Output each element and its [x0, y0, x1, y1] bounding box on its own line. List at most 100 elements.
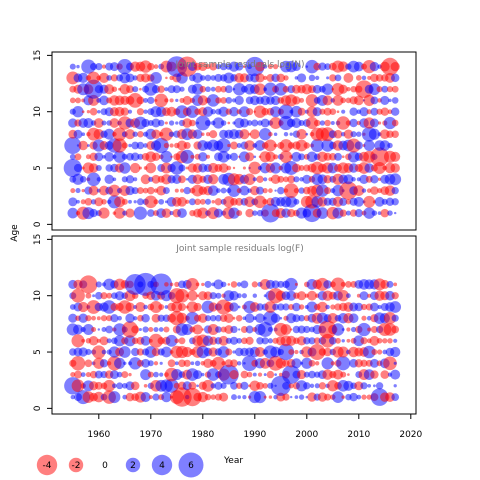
residual-bubble: [147, 371, 154, 378]
residual-bubble: [316, 207, 329, 219]
residual-bubble: [263, 75, 268, 81]
residual-bubble: [318, 382, 327, 390]
residual-bubble: [328, 336, 337, 345]
residual-bubble: [380, 208, 390, 218]
residual-bubble: [287, 208, 296, 218]
x-tick-label: 2010: [347, 430, 370, 440]
residual-bubble: [85, 348, 92, 356]
residual-bubble: [229, 369, 239, 380]
residual-bubble: [370, 370, 379, 379]
y-tick-label: 15: [33, 50, 43, 61]
residual-bubble: [389, 173, 402, 186]
residual-bubble: [377, 304, 382, 310]
residual-bubble: [287, 175, 296, 184]
residual-bubble: [282, 393, 290, 401]
residual-bubble: [370, 186, 379, 195]
residual-bubble: [101, 199, 107, 205]
residual-bubble: [168, 131, 175, 137]
residual-bubble: [162, 187, 170, 195]
residual-bubble: [390, 163, 400, 173]
residual-bubble: [185, 311, 199, 325]
residual-bubble: [132, 75, 138, 81]
residual-bubble: [333, 369, 343, 380]
residual-bubble: [81, 132, 86, 137]
x-tick-label: 1960: [87, 430, 110, 440]
residual-bubble: [210, 383, 216, 389]
residual-bubble: [302, 174, 312, 184]
residual-bubble: [99, 359, 109, 368]
residual-bubble: [255, 313, 265, 324]
residual-bubble: [158, 327, 164, 332]
residual-bubble: [369, 302, 379, 312]
residual-bubble: [198, 62, 208, 72]
residual-bubble: [73, 163, 83, 173]
residual-bubble: [172, 85, 181, 94]
residual-bubble: [343, 174, 354, 185]
residual-bubble: [178, 164, 186, 172]
residual-bubble: [94, 197, 104, 207]
residual-bubble: [180, 149, 195, 164]
residual-bubble: [277, 186, 285, 195]
residual-bubble: [83, 118, 94, 128]
residual-bubble: [190, 361, 195, 366]
residual-bubble: [133, 316, 138, 321]
residual-bubble: [251, 119, 259, 127]
residual-bubble: [360, 303, 368, 311]
residual-bubble: [390, 73, 400, 83]
residual-bubble: [125, 313, 135, 323]
residual-bubble: [316, 184, 329, 197]
residual-bubble: [387, 210, 393, 216]
residual-bubble: [138, 327, 142, 332]
residual-bubble: [294, 349, 299, 355]
residual-bubble: [279, 139, 293, 152]
residual-bubble: [291, 358, 302, 369]
residual-bubble: [292, 314, 301, 323]
residual-bubble: [69, 63, 76, 70]
residual-bubble: [207, 323, 219, 336]
x-tick-label: 1990: [243, 430, 266, 440]
residual-bubble: [334, 74, 342, 82]
residual-bubble: [393, 282, 398, 287]
residual-bubble: [283, 176, 289, 183]
residual-bubble: [201, 328, 204, 331]
residual-bubble: [333, 129, 343, 139]
residual-bubble: [192, 129, 203, 140]
residual-bubble: [67, 207, 79, 219]
residual-bubble: [147, 186, 155, 195]
residual-bubble: [263, 82, 278, 96]
residual-bubble: [73, 129, 83, 139]
residual-bubble: [153, 137, 169, 154]
residual-bubble: [76, 64, 80, 69]
residual-bubble: [229, 336, 239, 345]
residual-bubble: [281, 365, 301, 384]
residual-bubble: [370, 96, 379, 105]
residual-bubble: [393, 361, 397, 365]
residual-bubble: [379, 140, 391, 151]
residual-bubble: [151, 174, 161, 184]
residual-bubble: [120, 107, 129, 116]
residual-bubble: [370, 147, 389, 167]
residual-bubble: [246, 120, 253, 126]
residual-bubble: [205, 64, 211, 70]
residual-bubble: [244, 196, 255, 208]
residual-bubble: [355, 80, 373, 99]
residual-bubble: [261, 203, 280, 223]
residual-bubble: [69, 153, 76, 160]
residual-bubble: [297, 370, 307, 380]
residual-bubble: [301, 357, 313, 369]
residual-bubble: [363, 195, 376, 208]
residual-bubble: [218, 364, 239, 385]
residual-bubble: [242, 166, 246, 170]
residual-bubble: [190, 154, 195, 159]
residual-bubble: [321, 83, 334, 95]
residual-bubble: [235, 62, 244, 71]
residual-bubble: [375, 74, 384, 82]
residual-bubble: [113, 150, 126, 163]
residual-bubble: [343, 380, 354, 391]
residual-bubble: [298, 304, 305, 310]
residual-bubble: [246, 371, 253, 378]
residual-bubble: [297, 107, 306, 116]
residual-bubble: [391, 107, 400, 116]
residual-bubble: [103, 379, 116, 392]
